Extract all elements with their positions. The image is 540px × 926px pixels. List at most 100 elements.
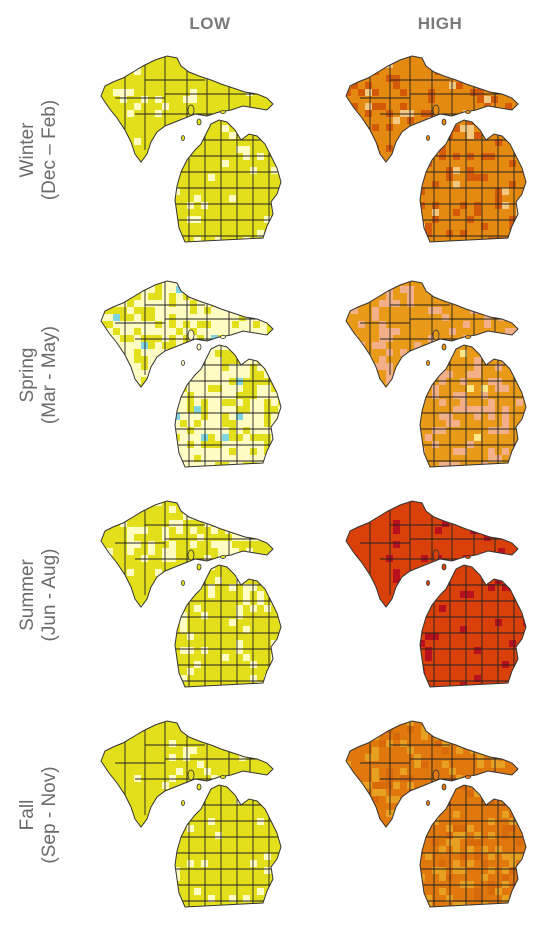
grid-cell (467, 839, 474, 846)
grid-cell (267, 363, 273, 370)
grid-cell (491, 75, 498, 82)
grid-cell (484, 534, 491, 541)
grid-cell (113, 145, 120, 152)
grid-cell (446, 174, 453, 181)
grid-cell (239, 562, 246, 569)
grid-cell (250, 364, 257, 371)
grid-cell (372, 124, 379, 131)
grid-cell (264, 406, 271, 413)
grid-cell (393, 733, 400, 740)
grid-cell (260, 110, 267, 117)
grid-cell (127, 89, 134, 96)
grid-cell (460, 867, 467, 874)
grid-cell (274, 520, 281, 527)
grid-cell (148, 342, 155, 349)
map-spring-low (90, 275, 300, 475)
grid-cell (218, 548, 225, 555)
grid-cell (351, 803, 358, 810)
grid-cell (474, 202, 481, 209)
grid-cell (435, 721, 442, 726)
grid-cell (495, 427, 502, 434)
grid-cell (407, 782, 414, 789)
lower-peninsula-outline (419, 564, 527, 688)
grid-cell (274, 300, 281, 307)
grid-cell (250, 584, 257, 591)
lower-peninsula-outline (174, 344, 282, 468)
grid-cell (278, 647, 281, 654)
grid-cell (264, 434, 271, 441)
grid-cell (183, 747, 190, 754)
grid-cell (435, 527, 442, 534)
grid-cell (425, 633, 432, 640)
grid-cell (386, 810, 393, 817)
grid-cell (120, 96, 127, 103)
grid-cell (453, 420, 460, 427)
grid-cell (197, 286, 204, 293)
grid-cell (236, 413, 243, 420)
grid-cell (141, 335, 148, 342)
grid-cell (516, 839, 523, 846)
grid-cell (386, 328, 393, 335)
grid-cell (278, 357, 281, 364)
grid-cell (460, 902, 467, 907)
grid-cell (176, 384, 183, 387)
grid-cell (491, 789, 498, 796)
grid-cell (246, 286, 253, 293)
grid-cell (264, 867, 271, 874)
column-header-low: LOW (189, 14, 231, 33)
grid-cell (386, 293, 393, 300)
grid-cell (509, 860, 516, 867)
grid-cell (491, 56, 498, 61)
grid-cell (488, 455, 495, 462)
grid-cell (435, 131, 442, 138)
grid-cell (432, 867, 439, 874)
upper-peninsula-outline (100, 720, 274, 828)
grid-cell (257, 818, 264, 825)
grid-cell (484, 782, 491, 789)
grid-cell (386, 740, 393, 747)
grid-cell (439, 413, 446, 420)
grid-cell (250, 378, 257, 385)
grid-cell (267, 314, 273, 321)
grid-cell (432, 385, 439, 392)
grid-cell (180, 244, 187, 250)
grid-cell (208, 174, 215, 181)
grid-cell (523, 125, 526, 132)
grid-cell (222, 357, 229, 364)
grid-cell (243, 345, 250, 350)
grid-cell (101, 335, 106, 342)
grid-cell (442, 506, 449, 513)
grid-cell (183, 349, 190, 356)
grid-cell (222, 160, 229, 167)
grid-cell (432, 818, 439, 825)
grid-cell (187, 406, 194, 413)
island (441, 783, 447, 791)
grid-cell (236, 406, 243, 413)
grid-cell (519, 75, 526, 82)
grid-cell (400, 775, 407, 782)
grid-cell (456, 82, 463, 89)
grid-cell (274, 314, 281, 321)
grid-cell (474, 371, 481, 378)
grid-cell (180, 612, 187, 619)
grid-cell (187, 668, 194, 675)
grid-cell (222, 420, 229, 427)
grid-cell (236, 146, 243, 153)
grid-cell (346, 152, 351, 159)
grid-cell (379, 740, 386, 747)
island (426, 135, 430, 141)
grid-cell (407, 824, 414, 827)
grid-cell (420, 230, 425, 237)
grid-cell (516, 350, 523, 357)
grid-cell (250, 860, 257, 867)
grid-cell (250, 675, 257, 682)
grid-cell (257, 153, 264, 160)
island (181, 580, 185, 586)
island (181, 800, 185, 806)
grid-cell (194, 888, 201, 895)
grid-cell (400, 152, 407, 159)
grid-cell (358, 89, 365, 96)
grid-cell (435, 576, 442, 583)
grid-cell (523, 132, 526, 139)
grid-cell (176, 328, 183, 335)
